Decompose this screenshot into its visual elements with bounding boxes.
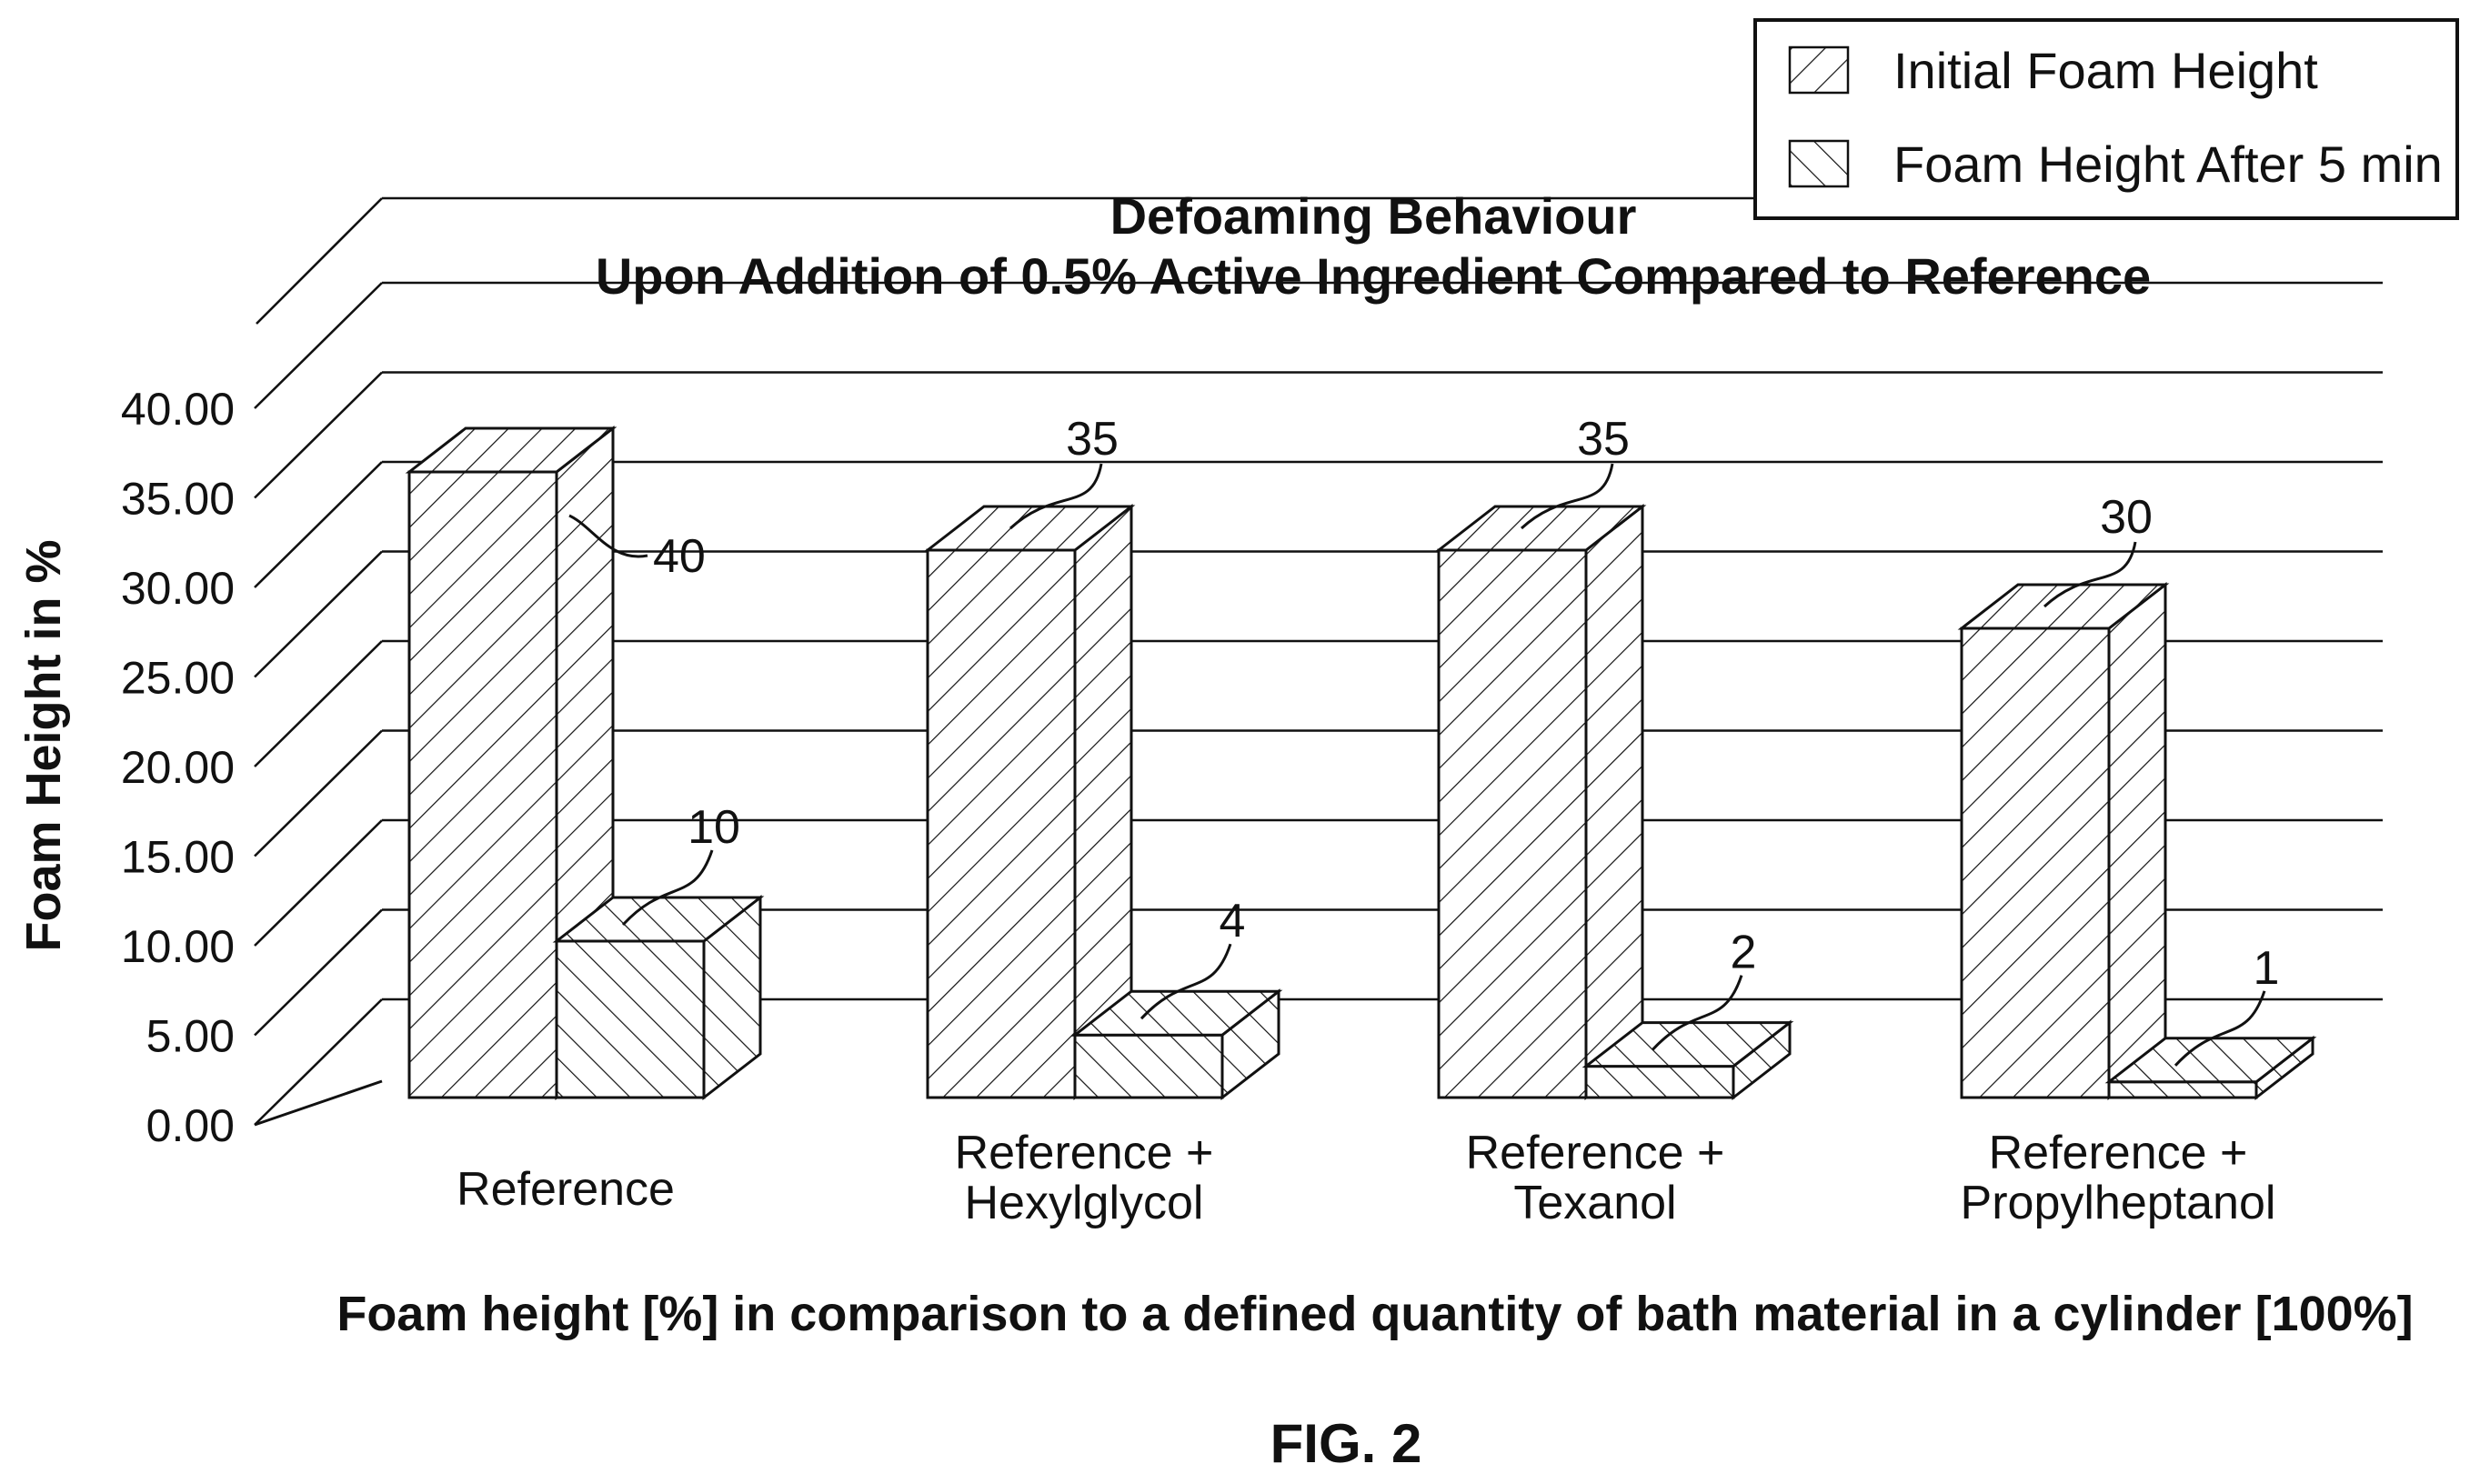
bar-side-face [1584,503,1644,1101]
legend-swatch-after [1788,139,1850,188]
floor-edge [254,1079,383,1127]
data-label: 2 [1731,927,1757,979]
bar-side-face [2107,581,2167,1101]
legend-label-after: Foam Height After 5 min [1893,135,2443,193]
gridline-diag [256,197,383,325]
bar-front-face [1584,1065,1735,1099]
data-label: 4 [1220,895,1246,948]
y-tick-label: 40.00 [121,384,235,435]
data-label-leader [2174,990,2266,1067]
gridline-diag [254,998,383,1126]
bar-front-face [926,548,1077,1099]
y-tick-label: 10.00 [121,921,235,972]
data-label: 10 [688,801,740,854]
gridline-diag [254,908,383,1037]
figure-caption: FIG. 2 [1270,1413,1422,1474]
data-label-leader [1651,975,1743,1051]
data-label-leader [2043,541,2137,608]
gridline-diag [254,729,383,857]
category-label: Reference [457,1163,675,1216]
y-tick-label: 0.00 [146,1100,235,1151]
bar-initial [1957,581,2170,1101]
data-label: 30 [2100,491,2153,544]
category-label: Reference + [1989,1127,2248,1179]
y-tick-label: 20.00 [121,742,235,793]
legend-swatch-initial [1788,45,1850,95]
bar-initial [1434,503,1647,1101]
y-axis: 0.00 5.00 10.00 15.00 20.00 25.00 30.00 35.00 40… [121,384,235,1151]
gridline-diag [254,461,383,588]
data-label-leader [1009,463,1103,530]
gridline-diag [254,550,383,678]
bar-front-face [1437,548,1588,1099]
legend-box [1753,18,2459,220]
y-tick-label: 30.00 [121,563,235,614]
bar-initial [923,503,1136,1101]
y-tick-label: 25.00 [121,653,235,704]
chart-subtitle: Upon Addition of 0.5% Active Ingredient … [596,247,2151,305]
gridline-diag [254,371,383,499]
y-axis-title: Foam Height in % [16,539,71,951]
bar-front-face [1073,1033,1224,1099]
data-label-leader [621,849,714,927]
bar-top-face [552,896,765,943]
data-label: 35 [1577,413,1630,466]
x-axis-title: Foam height [%] in comparison to a defin… [336,1287,2413,1341]
bar-top-face [1581,1021,1794,1068]
data-label-leader [1520,463,1614,530]
data-label: 35 [1066,413,1119,466]
bar-front-face [2107,1080,2258,1099]
bar-top-face [2104,1037,2317,1084]
bar-front-face [407,470,558,1099]
y-tick-label: 35.00 [121,474,235,525]
data-label-leader [568,514,648,558]
bar-after [1581,1019,1794,1101]
bar-front-face [555,939,706,1099]
bars [405,425,2317,1101]
category-label: Hexylglycol [965,1177,1204,1229]
gridline-diag [254,640,383,767]
data-labels: 40 10 35 4 35 2 30 1 [568,413,2280,1067]
gridline-diag [254,282,383,409]
bar-top-face [923,505,1136,552]
category-label: Propylheptanol [1961,1177,2276,1229]
bar-top-face [1434,505,1647,552]
bar-top-face [1957,583,2170,630]
legend: Initial Foam Height Foam Height After 5 … [1753,18,2459,220]
gridline-diag [254,819,383,947]
chart-title: Defoaming Behaviour [1110,187,1637,245]
category-label: Texanol [1513,1177,1676,1229]
data-label: 40 [653,530,706,583]
y-tick-label: 5.00 [146,1011,235,1062]
legend-label-initial: Initial Foam Height [1893,42,2318,99]
data-label: 1 [2254,942,2280,995]
bar-after [552,894,765,1101]
bar-top-face [405,426,617,474]
bar-after [1070,988,1283,1101]
grid [254,196,2383,1127]
category-label: Reference + [955,1127,1214,1179]
bar-top-face [1070,989,1283,1037]
data-label-leader [1140,943,1232,1020]
category-label: Reference + [1466,1127,1725,1179]
bar-after [2104,1035,2317,1101]
bar-front-face [1960,627,2111,1099]
y-tick-label: 15.00 [121,832,235,883]
